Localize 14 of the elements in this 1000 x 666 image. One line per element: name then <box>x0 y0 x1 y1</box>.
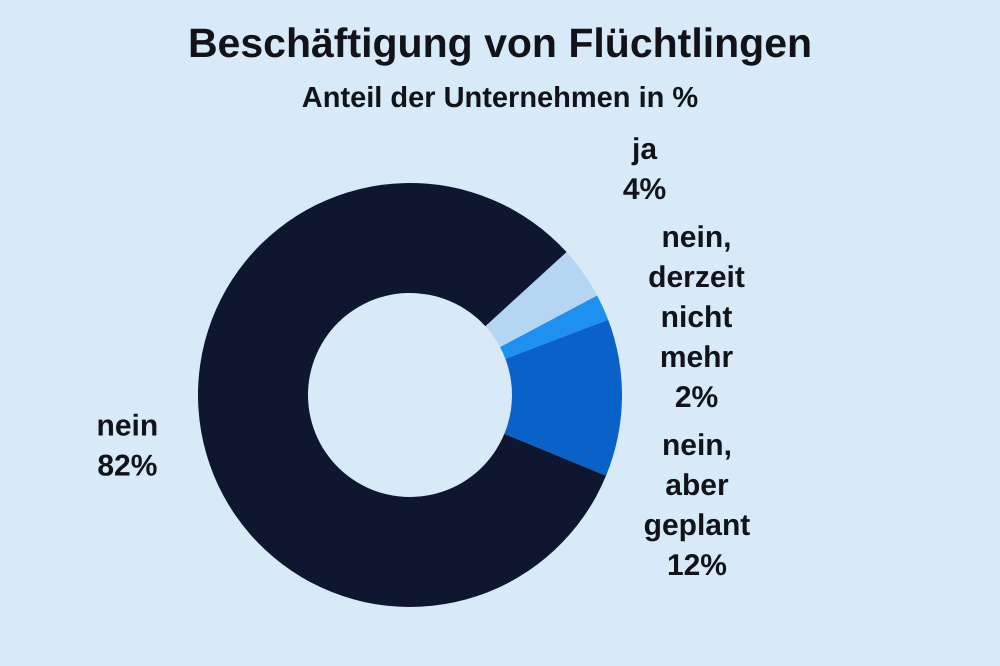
donut-slice <box>504 320 622 476</box>
slice-label: nein, derzeit nicht mehr <box>648 220 745 374</box>
data-label: 4% <box>622 172 666 206</box>
data-label: 2% <box>674 380 718 414</box>
slice-label: ja <box>631 132 658 166</box>
chart-subtitle: Anteil der Unternehmen in % <box>300 81 700 116</box>
data-label: 82% <box>97 450 158 483</box>
chart-title: Beschäftigung von Flüchtlingen <box>186 19 814 68</box>
data-label: 12% <box>666 548 727 582</box>
donut-slice <box>485 252 598 348</box>
slice-label: nein <box>96 410 158 443</box>
donut-slice <box>198 183 606 607</box>
donut-slice <box>500 295 608 359</box>
slice-label: nein, aber geplant <box>644 428 750 542</box>
